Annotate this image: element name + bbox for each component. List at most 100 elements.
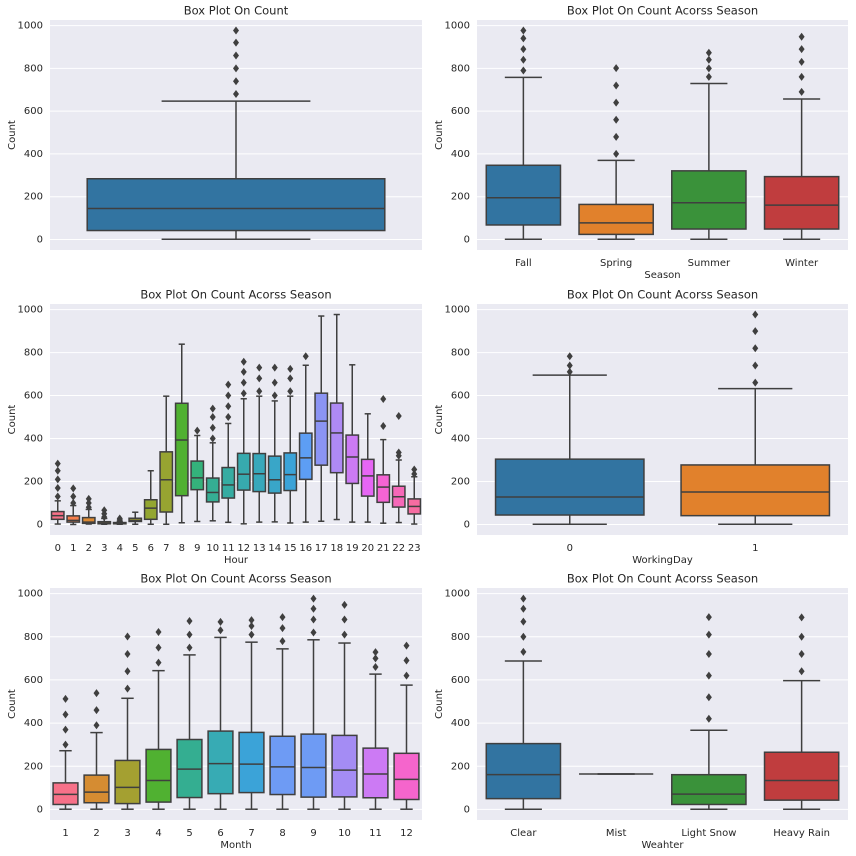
- y-axis-label: Count: [434, 689, 445, 719]
- outlier: [372, 648, 379, 657]
- y-tick-label: 1000: [18, 21, 43, 32]
- outlier: [233, 64, 239, 73]
- outlier: [233, 77, 239, 86]
- outlier: [613, 149, 620, 158]
- outlier: [752, 344, 759, 353]
- x-tick-label: Mist: [606, 828, 627, 839]
- x-tick-label: 8: [279, 828, 285, 839]
- outlier: [54, 483, 61, 492]
- outlier: [93, 721, 100, 730]
- x-tick-label: 16: [299, 543, 312, 554]
- subplot: 0 200 400 600 800 1000 Box Plot On Count Acors…: [434, 288, 848, 566]
- y-tick-label: 800: [451, 632, 470, 643]
- x-tick-label: 9: [194, 543, 200, 554]
- y-tick-label: 600: [24, 106, 43, 117]
- x-tick-label: 21: [377, 543, 390, 554]
- y-tick-label: 1000: [445, 21, 470, 32]
- outlier: [287, 364, 294, 373]
- box: [298, 432, 313, 481]
- outlier: [520, 26, 527, 35]
- box: [174, 402, 189, 497]
- chart-title: Box Plot On Count Acorss Season: [140, 572, 331, 586]
- y-tick-label: 1000: [18, 589, 43, 600]
- box: [485, 742, 562, 800]
- y-axis-label: Count: [434, 405, 445, 435]
- y-tick-label: 200: [24, 192, 43, 203]
- outlier: [248, 621, 255, 630]
- outlier: [209, 404, 216, 413]
- outlier: [411, 465, 418, 474]
- box: [269, 735, 296, 796]
- box: [300, 733, 327, 798]
- outlier: [520, 632, 527, 641]
- x-tick-label: 12: [237, 543, 250, 554]
- outlier: [520, 66, 527, 75]
- x-tick-label: 11: [222, 543, 235, 554]
- box: [376, 474, 391, 504]
- x-tick-label: 23: [408, 543, 421, 554]
- outlier: [798, 57, 805, 66]
- y-axis-label: Count: [7, 405, 18, 435]
- outlier: [124, 684, 131, 693]
- box: [393, 752, 420, 801]
- outlier: [798, 45, 805, 54]
- y-tick-label: 600: [24, 391, 43, 402]
- y-tick-label: 400: [451, 434, 470, 445]
- outlier: [380, 422, 387, 431]
- subplot: 0 200 400 600 800 1000 Box Plot On Count Count: [7, 4, 422, 250]
- box: [221, 466, 236, 499]
- y-tick-label: 200: [451, 761, 470, 772]
- x-tick-label: 17: [315, 543, 328, 554]
- x-tick-label: 2: [93, 828, 99, 839]
- outlier: [798, 667, 805, 676]
- x-tick-label: 15: [284, 543, 297, 554]
- outlier: [798, 632, 805, 641]
- outlier: [520, 594, 527, 603]
- outlier: [613, 64, 620, 73]
- outlier: [70, 498, 77, 507]
- outlier: [62, 740, 69, 749]
- outlier: [240, 389, 247, 398]
- outlier: [155, 658, 162, 667]
- box: [238, 731, 265, 794]
- outlier: [248, 616, 255, 625]
- box: [236, 452, 251, 491]
- x-tick-label: 3: [101, 543, 107, 554]
- outlier: [798, 32, 805, 41]
- outlier: [566, 352, 573, 361]
- box: [671, 773, 747, 806]
- outlier: [520, 45, 527, 54]
- x-tick-label: 10: [338, 828, 351, 839]
- outlier: [217, 626, 224, 635]
- outlier: [62, 694, 69, 703]
- x-tick-label: 9: [310, 828, 316, 839]
- y-tick-label: 800: [24, 348, 43, 359]
- box: [671, 170, 747, 230]
- x-tick-label: 0: [55, 543, 61, 554]
- outlier: [85, 498, 92, 507]
- x-tick-label: 1: [752, 543, 758, 554]
- x-axis-label: WorkingDay: [632, 555, 693, 566]
- outlier: [279, 637, 286, 646]
- x-tick-label: 5: [132, 543, 138, 554]
- outlier: [705, 671, 712, 680]
- outlier: [279, 613, 286, 622]
- x-tick-label: 7: [163, 543, 169, 554]
- chart-title: Box Plot On Count Acorss Season: [567, 288, 758, 302]
- x-tick-label: 7: [248, 828, 254, 839]
- subplot: 0 200 400 600 800 1000 Box Plot On Count Acors…: [434, 572, 848, 851]
- outlier: [798, 87, 805, 96]
- x-tick-label: Summer: [688, 258, 731, 269]
- x-tick-label: Light Snow: [681, 828, 736, 839]
- box: [360, 458, 375, 497]
- box: [83, 774, 110, 804]
- outlier: [101, 506, 108, 515]
- chart-title: Box Plot On Count Acorss Season: [567, 572, 758, 586]
- y-tick-label: 600: [24, 675, 43, 686]
- outlier: [124, 667, 131, 676]
- outlier: [705, 693, 712, 702]
- outlier: [752, 378, 759, 387]
- y-tick-label: 0: [464, 519, 470, 530]
- outlier: [372, 654, 379, 663]
- outlier: [62, 725, 69, 734]
